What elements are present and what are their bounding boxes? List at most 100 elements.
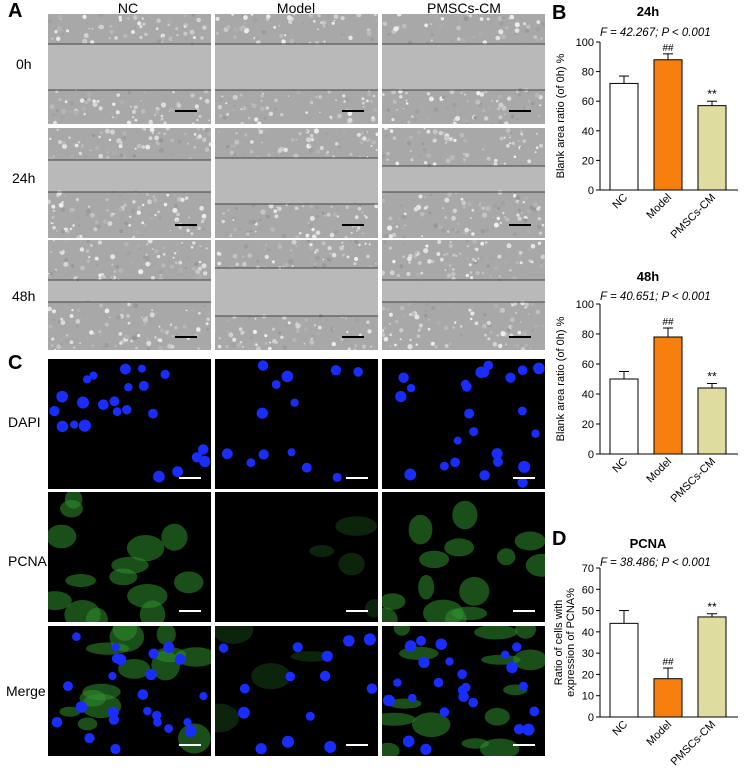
y-axis-label: Blank area ratio (of 0h) % (555, 316, 567, 441)
y-tick-label: 60 (582, 359, 594, 371)
fluorescence-tile (48, 492, 211, 622)
y-tick-label: 100 (576, 299, 594, 311)
scale-bar (513, 744, 535, 746)
x-tick-label: PMSCs-CM (669, 456, 719, 506)
panel-letter-d: D (552, 528, 567, 550)
scale-bar (175, 110, 197, 112)
bar-model (653, 59, 683, 191)
panel-letter-c: C (8, 352, 23, 374)
scale-bar (179, 744, 201, 746)
scale-bar (509, 110, 531, 112)
y-tick-label: 0 (588, 185, 594, 197)
wound-tile (215, 14, 378, 124)
scale-bar (513, 477, 535, 479)
wound-tile (48, 240, 211, 350)
significance-marker: ## (662, 657, 674, 668)
row-label-24h: 24h (12, 170, 36, 186)
fluorescence-tile (215, 492, 378, 622)
bar-model (653, 678, 683, 718)
significance-marker: ** (707, 370, 717, 384)
wound-tile (48, 128, 211, 238)
x-tick-label: Model (644, 192, 674, 222)
x-tick-label: NC (610, 456, 630, 476)
y-tick-label: 30 (582, 648, 594, 660)
scale-bar (342, 336, 364, 338)
bar-pmscs-cm (697, 105, 727, 191)
x-tick-label: PMSCs-CM (669, 192, 719, 242)
chart-annotation: F = 42.267; P < 0.001 (600, 27, 711, 39)
bar-nc (609, 378, 639, 455)
bar-chart-48h: 48h F = 40.651; P < 0.001 0 20 40 60 80 100 Blan… (555, 269, 738, 506)
panel-letter-b: B (552, 2, 567, 24)
y-tick-label: 40 (582, 126, 594, 138)
y-axis-label: Blank area ratio (of 0h) % (555, 53, 567, 178)
wound-tile (382, 128, 545, 238)
y-tick-label: 10 (582, 691, 594, 703)
scale-bar (179, 610, 201, 612)
row-label-dapi: DAPI (8, 414, 41, 430)
scale-bar (175, 336, 197, 338)
x-tick-label: Model (644, 456, 674, 486)
significance-marker: ## (662, 317, 674, 328)
y-axis-label: Ratio of cells withexpression of PCNA% (553, 588, 577, 697)
bar-pmscs-cm (697, 387, 727, 455)
panel-letter-a: A (8, 0, 23, 22)
wound-tile (215, 240, 378, 350)
y-tick-label: 60 (582, 96, 594, 108)
fluorescence-tile (382, 359, 545, 489)
y-tick-label: 80 (582, 67, 594, 79)
y-tick-label: 100 (576, 37, 594, 49)
x-tick-label: Model (644, 719, 674, 749)
scale-bar (346, 477, 368, 479)
bar-pmscs-cm (697, 616, 727, 718)
scale-bar (175, 224, 197, 226)
bar-chart-24h: 24h F = 42.267; P < 0.001 0 20 40 60 80 100 Blan… (555, 4, 738, 242)
fluorescence-tile (215, 359, 378, 489)
y-tick-label: 20 (582, 669, 594, 681)
chart-title: PCNA (630, 536, 667, 551)
scale-bar (342, 224, 364, 226)
wound-tile (215, 128, 378, 238)
y-tick-label: 50 (582, 606, 594, 618)
chart-title: 48h (637, 269, 659, 284)
y-tick-label: 20 (582, 155, 594, 167)
wound-tile (382, 240, 545, 350)
scale-bar (509, 224, 531, 226)
x-tick-label: NC (610, 719, 630, 739)
column-header-nc: NC (117, 0, 139, 16)
chart-annotation: F = 38.486; P < 0.001 (600, 557, 711, 569)
y-tick-label: 0 (588, 712, 594, 724)
bar-chart-pcna: PCNA F = 38.486; P < 0.001 0 10 20 30 40 50 60 70… (553, 536, 738, 769)
y-tick-label: 40 (582, 627, 594, 639)
row-label-pcna: PCNA (8, 553, 47, 569)
chart-title: 24h (637, 4, 659, 19)
scale-bar (179, 477, 201, 479)
chart-annotation: F = 40.651; P < 0.001 (600, 291, 711, 303)
row-label-0h: 0h (16, 56, 32, 72)
fluorescence-tile (215, 626, 378, 756)
column-header-pmscs: PMSCs-CM (427, 0, 501, 16)
y-tick-label: 80 (582, 329, 594, 341)
y-tick-label: 60 (582, 584, 594, 596)
fluorescence-tile (382, 626, 545, 756)
x-tick-label: NC (610, 192, 630, 212)
wound-tile (48, 14, 211, 124)
significance-marker: ** (707, 600, 717, 614)
x-tick-label: PMSCs-CM (669, 719, 719, 769)
scale-bar (342, 110, 364, 112)
wound-tile (382, 14, 545, 124)
y-tick-label: 40 (582, 389, 594, 401)
bar-nc (609, 622, 639, 718)
bar-model (653, 336, 683, 455)
scale-bar (346, 744, 368, 746)
row-label-48h: 48h (12, 288, 36, 304)
fluorescence-tile (48, 359, 211, 489)
scale-bar (513, 610, 535, 612)
significance-marker: ** (707, 87, 717, 101)
y-tick-label: 0 (588, 449, 594, 461)
y-tick-label: 70 (582, 563, 594, 575)
fluorescence-tile (48, 626, 211, 756)
scale-bar (509, 336, 531, 338)
row-label-merge: Merge (6, 683, 46, 699)
bar-nc (609, 82, 639, 191)
